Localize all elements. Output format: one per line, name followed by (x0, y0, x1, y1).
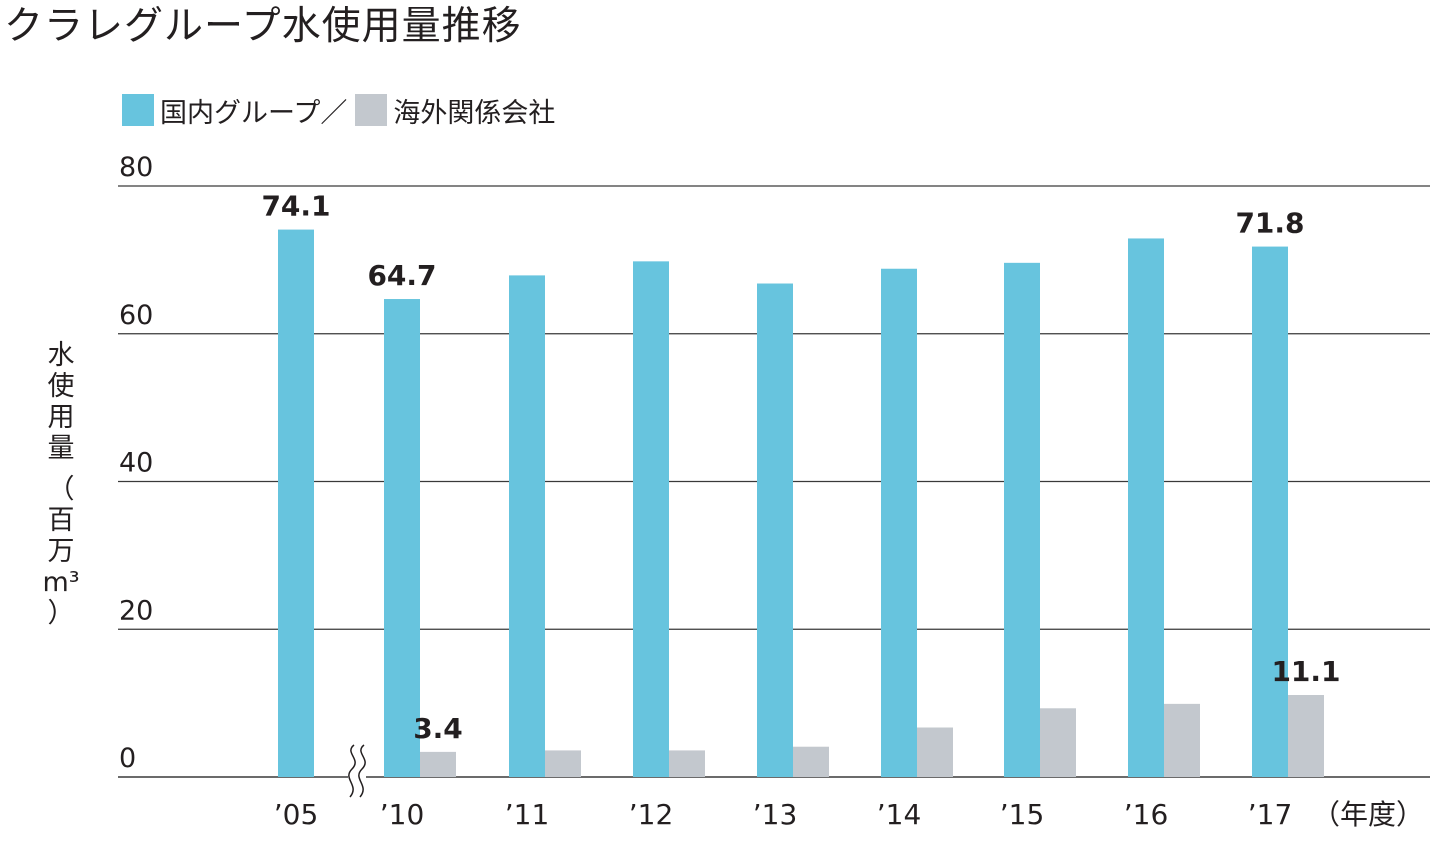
bar (917, 727, 953, 777)
bar (1164, 703, 1200, 777)
legend-separator: ／ (320, 97, 348, 129)
y-axis-label-char: 百 (47, 505, 75, 536)
bar (1128, 238, 1164, 778)
bar (1288, 694, 1324, 777)
x-tick-label: ’11 (505, 798, 550, 831)
x-tick-label: ’12 (629, 798, 674, 831)
axis-break-mark (348, 744, 356, 798)
y-axis-label-char: m³ (42, 567, 80, 598)
x-tick-label: ’17 (1248, 798, 1293, 831)
bar (881, 268, 917, 777)
y-tick-label: 60 (119, 300, 153, 331)
bar (793, 746, 829, 777)
legend-swatch-overseas (355, 94, 388, 126)
axis-break-mark (358, 744, 366, 798)
x-axis-unit: （年度） (1312, 798, 1424, 831)
bar (545, 750, 581, 777)
data-label: 11.1 (1271, 655, 1340, 688)
bar (1252, 246, 1288, 777)
bar (384, 299, 420, 777)
legend: 国内グループ ／ 海外関係会社 (122, 90, 555, 130)
chart-title: クラレグループ水使用量推移 (4, 4, 522, 49)
bar (757, 283, 793, 777)
x-tick-label: ’10 (380, 798, 425, 831)
y-tick-label: 80 (119, 152, 153, 183)
y-axis-label-char: 万 (47, 536, 75, 567)
x-tick-label: ’16 (1124, 798, 1169, 831)
x-tick-label: ’13 (753, 798, 798, 831)
y-axis-label-char: ） (47, 598, 75, 629)
x-tick-label: ’15 (1000, 798, 1045, 831)
data-label: 3.4 (413, 712, 463, 745)
y-axis-label-char: 水 (47, 340, 75, 371)
x-tick-label: ’14 (877, 798, 922, 831)
y-axis-label-char: 使 (47, 371, 75, 402)
bar (278, 229, 314, 777)
legend-swatch-domestic (122, 94, 154, 126)
data-label: 64.7 (367, 259, 436, 292)
legend-label-domestic: 国内グループ (160, 97, 321, 129)
bar (1004, 262, 1040, 778)
x-tick-label: ’05 (274, 798, 319, 831)
y-tick-label: 0 (119, 743, 136, 774)
bar (420, 751, 456, 777)
y-axis-label-char: （ (47, 474, 75, 505)
data-label: 71.8 (1235, 207, 1304, 240)
data-label: 74.1 (261, 190, 330, 223)
y-axis-label-char: 用 (47, 402, 75, 433)
bar (1040, 708, 1076, 777)
y-axis-label-char: 量 (47, 433, 75, 464)
bar (633, 261, 669, 777)
bar (509, 275, 545, 777)
y-tick-label: 20 (119, 595, 153, 626)
bar (669, 750, 705, 777)
y-axis-label: 水 使 用 量 （ 百 万 m³ ） (38, 340, 84, 629)
y-tick-label: 40 (119, 448, 153, 479)
legend-label-overseas: 海外関係会社 (393, 97, 556, 129)
